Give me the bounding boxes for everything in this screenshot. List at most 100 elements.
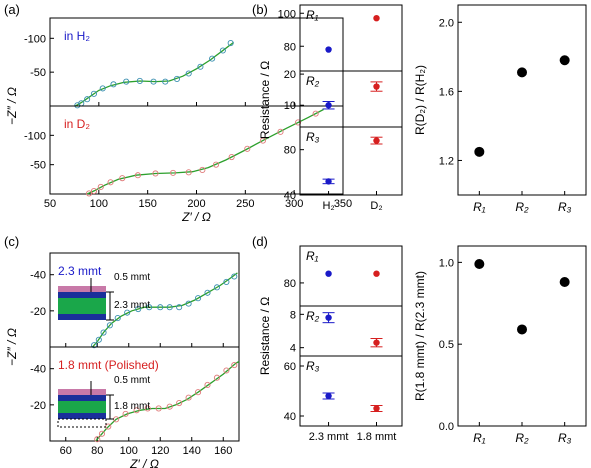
panel-label-a: (a) [4,2,20,17]
data-point [119,175,126,182]
data-point [107,179,114,186]
inset-layer [58,401,106,413]
data-point [295,119,302,126]
data-point [97,183,104,191]
data-point [114,315,121,322]
subplot-frame [299,355,403,427]
x-tick-label: R₁ [473,200,486,214]
panel-label-d: (d) [252,234,268,249]
fit-line [92,272,238,348]
data-point [325,392,332,400]
chart-d-ratio: 0.0 0.5 1.0 R₁ R₂ R₃ R(1.8 mmt) / R(2.3 mmt) [413,245,587,445]
y-tick-label: 80 [284,145,296,157]
data-point [517,67,527,78]
data-point [194,389,202,396]
y-axis-label: −Z″ / Ω [5,328,19,366]
subplot-label: R₁ [306,249,319,263]
data-point [474,259,485,269]
y-tick-label: 20 [284,69,296,81]
data-point [231,273,238,280]
data-point [231,362,238,369]
axes-frame [457,245,587,427]
data-point [199,166,206,173]
data-point [90,188,97,195]
data-point [166,403,173,410]
y-tick-label: -20 [30,400,46,412]
inset-layer [58,298,106,314]
y-tick-label: 40 [284,190,296,202]
subplot-frame [49,346,240,442]
inset-layer [58,389,106,395]
x-tick-label: 300 [285,198,303,210]
y-tick-label: 60 [284,361,296,373]
data-point [110,81,117,88]
data-point [219,47,226,54]
subplot-label: R₁ [306,8,319,22]
data-point [517,324,527,335]
data-point [559,277,570,287]
y-tick-label: -40 [30,364,46,376]
x-tick-label: 1.8 mmt [357,431,397,443]
data-point [373,137,380,144]
x-tick-label: 100 [120,445,138,457]
data-point [197,63,204,70]
data-point [157,304,164,311]
y-tick-label: -100 [24,130,46,142]
chart-b-ratio: 1.2 1.6 2.0 R₁ R₂ R₃ R(D₂) / R(H₂) [413,4,587,214]
x-tick-label: 150 [138,198,156,210]
series-annotation: in H₂ [64,29,90,43]
y-tick-label: 80 [284,278,296,290]
inset-layer [58,413,106,419]
data-point [94,436,101,443]
data-point [90,90,97,97]
data-point [194,295,202,302]
data-point [86,190,93,197]
data-point [134,172,141,179]
x-tick-label: 100 [90,198,108,210]
data-point [176,399,183,407]
y-tick-label: -20 [30,306,46,318]
inset-layer [58,314,106,320]
x-tick-label: H₂ [322,200,334,212]
data-point [325,314,332,321]
x-tick-label: R₃ [558,431,572,445]
chart-a-nyquist: -50 -100 in H₂ -50 -100 in D₂ 50 100 150 200 250 30… [5,17,352,224]
series-annotation: in D₂ [64,117,90,131]
data-point [185,300,192,307]
data-point [176,304,183,311]
data-point [122,410,129,417]
x-tick-label: R₂ [515,431,529,445]
y-tick-label: 4 [290,343,296,355]
y-tick-label: 2.0 [439,17,454,29]
data-point [106,322,113,329]
data-point [95,336,102,343]
inset-polished-region [57,418,107,428]
inset-label: 2.3 mmt [114,300,150,311]
x-axis-label: Z′ / Ω [181,210,211,224]
x-tick-label: R₁ [473,431,486,445]
chart-d-resistance: 80 R₁ 4 8 R₂ 40 60 R₃ 2.3 mmt 1.8 mmt Resistance /… [258,245,403,443]
y-tick-label: 10 [284,100,296,112]
data-point [277,128,284,135]
data-point [155,405,162,412]
data-point [228,153,235,161]
y-tick-label: 0.5 [439,339,454,351]
data-point [373,339,380,346]
y-tick-label: 40 [284,411,296,423]
x-tick-label: R₂ [515,200,529,214]
data-point [150,78,157,85]
data-point [559,55,570,66]
y-axis-label: Resistance / Ω [258,297,272,375]
subplot-label: R₂ [306,74,320,88]
data-point [162,78,169,85]
data-point [185,169,192,176]
subplot-label: R₂ [306,309,320,323]
x-tick-label: R₃ [558,200,572,214]
data-point [100,329,107,336]
data-point [84,96,91,103]
chart-b-resistance: 80 100 R₁ 10 20 R₂ 40 80 R₃ H₂ D₂ Resistance / Ω [258,4,403,212]
y-tick-label: 1.2 [439,155,454,167]
x-tick-label: 140 [183,445,201,457]
x-tick-label: 200 [187,198,205,210]
y-axis-label: R(1.8 mmt) / R(2.3 mmt) [413,271,427,401]
